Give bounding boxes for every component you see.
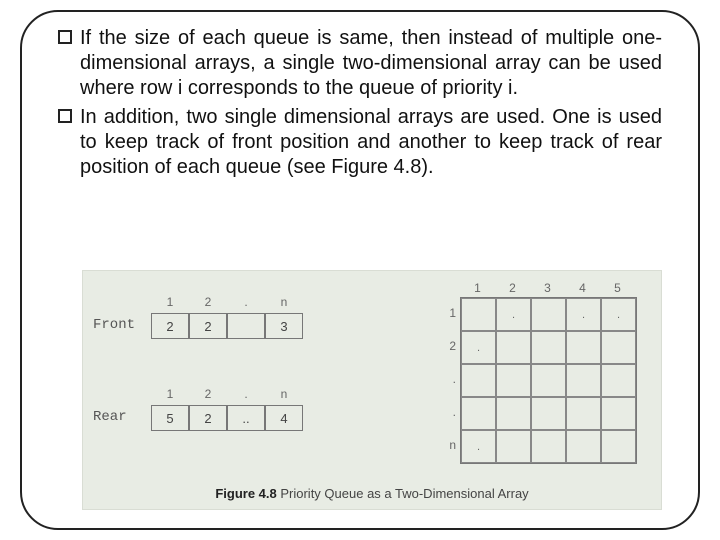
grid-cell (531, 298, 566, 331)
grid-row-header: . (440, 363, 460, 396)
grid-cell (496, 430, 531, 463)
grid-cell (601, 430, 636, 463)
rear-cell: .. (227, 405, 265, 431)
caption-bold: Figure 4.8 (215, 486, 276, 501)
grid-cell (496, 397, 531, 430)
grid-row-header: . (440, 396, 460, 429)
grid-row (461, 397, 636, 430)
grid-cell (566, 331, 601, 364)
bullet-icon (58, 30, 72, 44)
grid-cell (461, 364, 496, 397)
rear-header: . (227, 387, 265, 401)
front-cell: 3 (265, 313, 303, 339)
grid-cell (531, 430, 566, 463)
grid-row-header: 1 (440, 297, 460, 330)
grid-col-headers: 1 2 3 4 5 (460, 281, 637, 297)
grid-row (461, 364, 636, 397)
rear-cells: 5 2 .. 4 (151, 405, 303, 431)
grid-cell: . (461, 331, 496, 364)
rear-header: 1 (151, 387, 189, 401)
grid-cell (601, 364, 636, 397)
grid-cell (531, 331, 566, 364)
grid-wrap: 1 2 3 4 5 1 2 . . n . (440, 281, 637, 464)
front-header: n (265, 295, 303, 309)
grid-row: . . . (461, 298, 636, 331)
paragraph-1: If the size of each queue is same, then … (58, 26, 662, 101)
grid-cell (531, 397, 566, 430)
grid-row: . (461, 331, 636, 364)
grid-cell (531, 364, 566, 397)
front-cell: 2 (151, 313, 189, 339)
grid-cell (461, 397, 496, 430)
front-header: . (227, 295, 265, 309)
grid-cell: . (461, 430, 496, 463)
front-cell: 2 (189, 313, 227, 339)
front-label: Front (93, 317, 135, 333)
grid-col-header: 5 (600, 281, 635, 297)
grid-cell: . (566, 298, 601, 331)
grid-cell (601, 397, 636, 430)
grid-cell: . (601, 298, 636, 331)
grid-cell (461, 298, 496, 331)
grid-col-header: 4 (565, 281, 600, 297)
figure-caption: Figure 4.8 Priority Queue as a Two-Dimen… (83, 486, 661, 501)
grid-cell (601, 331, 636, 364)
front-cells: 2 2 3 (151, 313, 303, 339)
rear-cell: 4 (265, 405, 303, 431)
grid-col-header: 2 (495, 281, 530, 297)
grid-row-headers: 1 2 . . n (440, 297, 460, 464)
rear-headers: 1 2 . n (151, 387, 303, 401)
slide-frame: If the size of each queue is same, then … (20, 10, 700, 530)
bullet-icon (58, 109, 72, 123)
grid-cell: . (496, 298, 531, 331)
rear-label: Rear (93, 409, 127, 425)
grid-col-header: 1 (460, 281, 495, 297)
paragraph-2-text: In addition, two single dimensional arra… (80, 106, 662, 178)
grid-cell (566, 397, 601, 430)
paragraph-2: In addition, two single dimensional arra… (58, 105, 662, 180)
grid-cell (566, 430, 601, 463)
grid-row-header: 2 (440, 330, 460, 363)
figure-area: Front 1 2 . n 2 2 3 Rear 1 2 . n (82, 270, 662, 510)
rear-cell: 2 (189, 405, 227, 431)
front-cell (227, 313, 265, 339)
grid-cell (566, 364, 601, 397)
rear-header: 2 (189, 387, 227, 401)
front-headers: 1 2 . n (151, 295, 303, 309)
grid-row: . (461, 430, 636, 463)
front-header: 2 (189, 295, 227, 309)
rear-header: n (265, 387, 303, 401)
grid-table: . . . . (460, 297, 637, 464)
grid-cell (496, 364, 531, 397)
grid-row-header: n (440, 429, 460, 462)
grid-cell (496, 331, 531, 364)
front-header: 1 (151, 295, 189, 309)
paragraph-1-text: If the size of each queue is same, then … (80, 27, 662, 99)
grid-body: 1 2 . . n . . . . (440, 297, 637, 464)
caption-text: Priority Queue as a Two-Dimensional Arra… (277, 486, 529, 501)
rear-cell: 5 (151, 405, 189, 431)
grid-col-header: 3 (530, 281, 565, 297)
